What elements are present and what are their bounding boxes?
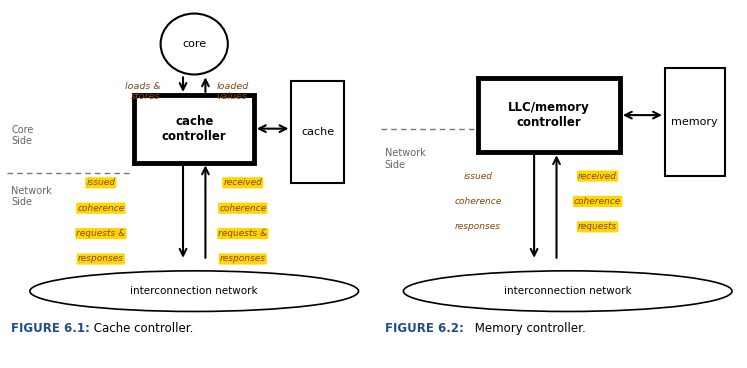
Text: coherence: coherence	[77, 204, 125, 213]
Text: LLC/memory
controller: LLC/memory controller	[508, 101, 590, 129]
Bar	[478, 78, 620, 152]
Text: coherence: coherence	[454, 197, 502, 206]
Text: Cache controller.: Cache controller.	[90, 322, 193, 335]
Text: loads &
stores: loads & stores	[125, 82, 161, 101]
Text: requests &: requests &	[218, 229, 267, 238]
Text: requests &: requests &	[76, 229, 125, 238]
Text: responses: responses	[455, 222, 501, 231]
Text: Network
Side: Network Side	[11, 185, 52, 207]
Text: memory: memory	[672, 117, 718, 127]
Text: Network
Side: Network Side	[385, 148, 426, 170]
Text: requests: requests	[578, 222, 617, 231]
Text: responses: responses	[78, 255, 124, 263]
Text: coherence: coherence	[574, 197, 622, 206]
Text: responses: responses	[220, 255, 266, 263]
Bar	[134, 95, 254, 163]
Text: cache: cache	[301, 127, 334, 137]
Bar	[291, 81, 344, 183]
Text: received: received	[578, 171, 617, 181]
Text: Memory controller.: Memory controller.	[471, 322, 586, 335]
Text: received: received	[223, 178, 262, 187]
Text: loaded
values: loaded values	[217, 82, 249, 101]
Text: FIGURE 6.1:: FIGURE 6.1:	[11, 322, 90, 335]
Circle shape	[161, 14, 228, 74]
Text: interconnection network: interconnection network	[504, 286, 631, 296]
Text: Core
Side: Core Side	[11, 125, 34, 146]
Text: FIGURE 6.2:: FIGURE 6.2:	[385, 322, 464, 335]
Text: interconnection network: interconnection network	[131, 286, 258, 296]
Text: core: core	[182, 39, 206, 49]
Text: cache
controller: cache controller	[162, 115, 226, 143]
Text: coherence: coherence	[219, 204, 267, 213]
Bar	[665, 68, 725, 176]
Text: issued: issued	[87, 178, 115, 187]
Text: issued: issued	[464, 171, 492, 181]
